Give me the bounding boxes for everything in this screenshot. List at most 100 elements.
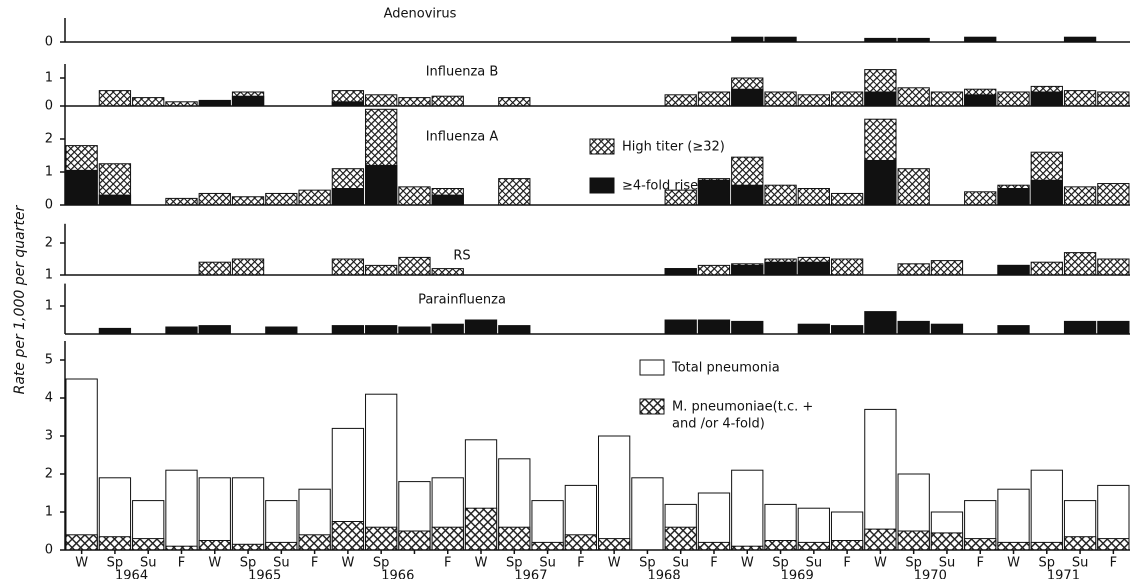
bar xyxy=(365,393,398,551)
legend-label: High titer (≥32) xyxy=(622,140,725,155)
bar xyxy=(231,543,265,551)
bar xyxy=(864,528,897,551)
y-tick-label: 0 xyxy=(45,99,53,114)
bar xyxy=(997,264,1030,276)
bar xyxy=(1097,320,1130,335)
bar xyxy=(830,540,864,551)
year-label: 1964 xyxy=(115,569,148,580)
bar xyxy=(1030,541,1063,551)
bar xyxy=(697,492,731,551)
bar xyxy=(697,91,731,107)
bar xyxy=(697,264,731,276)
bar xyxy=(498,325,531,335)
bar xyxy=(598,538,631,551)
bar xyxy=(165,197,198,206)
bar xyxy=(897,263,930,276)
x-tick-label: F xyxy=(976,556,983,571)
bar xyxy=(897,320,930,335)
bar xyxy=(398,186,431,206)
year-label: 1970 xyxy=(914,569,947,580)
year-label: 1966 xyxy=(381,569,414,580)
bar xyxy=(1063,90,1097,107)
x-tick-label: F xyxy=(577,556,584,571)
legend-label: ≥4-fold rise xyxy=(622,179,698,194)
bar xyxy=(298,534,331,551)
x-tick-label: W xyxy=(608,556,621,571)
bar xyxy=(1063,320,1097,335)
bar xyxy=(1030,261,1063,276)
bar xyxy=(165,469,198,551)
bar xyxy=(997,188,1030,206)
bar xyxy=(764,184,797,206)
bar xyxy=(731,88,764,107)
legend-label: Total pneumonia xyxy=(671,361,780,376)
bar xyxy=(864,91,897,107)
bar xyxy=(897,530,930,551)
x-tick-label: Sp xyxy=(240,556,257,571)
bar xyxy=(65,534,98,551)
bar xyxy=(930,260,964,276)
bar xyxy=(531,541,564,551)
x-tick-label: Sp xyxy=(1039,556,1056,571)
bar xyxy=(265,541,298,551)
bar xyxy=(198,325,231,335)
bar xyxy=(997,91,1030,107)
x-tick-label: W xyxy=(874,556,887,571)
x-tick-label: Su xyxy=(273,556,290,571)
bar xyxy=(797,94,830,107)
bar xyxy=(198,477,231,551)
bar xyxy=(398,326,431,335)
y-tick-label: 2 xyxy=(45,236,53,251)
legend-swatch xyxy=(639,359,665,376)
bar xyxy=(797,261,830,276)
x-tick-label: W xyxy=(75,556,88,571)
panel-title: Parainfluenza xyxy=(418,293,506,308)
bar xyxy=(897,168,930,206)
y-axis-label: Rate per 1,000 per quarter xyxy=(12,204,28,394)
bar xyxy=(498,526,531,551)
bar xyxy=(764,540,797,551)
year-label: 1968 xyxy=(648,569,681,580)
y-tick-label: 1 xyxy=(45,505,53,520)
panel-title: Influenza B xyxy=(426,65,499,80)
panel-title: Adenovirus xyxy=(384,7,457,22)
bar xyxy=(964,191,997,206)
x-tick-label: F xyxy=(178,556,185,571)
bar xyxy=(564,534,597,551)
x-tick-label: Su xyxy=(806,556,823,571)
bar xyxy=(764,91,797,107)
bar xyxy=(897,87,930,107)
bar xyxy=(98,536,132,551)
x-tick-label: Su xyxy=(539,556,556,571)
bar xyxy=(797,541,830,551)
bar xyxy=(830,91,864,107)
year-label: 1967 xyxy=(514,569,547,580)
bar xyxy=(398,97,431,107)
y-tick-label: 2 xyxy=(45,132,53,147)
x-tick-label: F xyxy=(1110,556,1117,571)
bar xyxy=(265,500,298,551)
x-tick-label: Su xyxy=(140,556,157,571)
bar xyxy=(198,540,231,551)
legend-label: and /or 4-fold) xyxy=(672,417,765,432)
y-tick-label: 1 xyxy=(45,299,53,314)
x-tick-label: Su xyxy=(939,556,956,571)
bar xyxy=(664,268,697,276)
x-tick-label: Sp xyxy=(506,556,523,571)
x-tick-label: F xyxy=(311,556,318,571)
bar xyxy=(598,435,631,551)
bar xyxy=(1063,252,1097,276)
bar xyxy=(398,530,431,551)
bar xyxy=(1063,186,1097,206)
x-tick-label: Sp xyxy=(107,556,124,571)
bar xyxy=(331,521,365,551)
x-tick-label: F xyxy=(444,556,451,571)
bar xyxy=(365,526,398,551)
year-label: 1971 xyxy=(1047,569,1080,580)
legend-swatch xyxy=(589,177,615,194)
bar xyxy=(697,179,731,206)
bar xyxy=(231,258,265,276)
bar xyxy=(1030,179,1063,206)
bar xyxy=(98,327,132,335)
x-tick-label: Sp xyxy=(772,556,789,571)
